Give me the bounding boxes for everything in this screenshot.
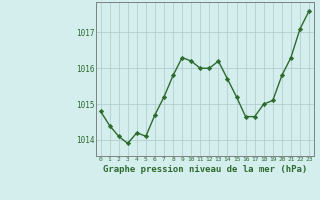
X-axis label: Graphe pression niveau de la mer (hPa): Graphe pression niveau de la mer (hPa) — [103, 165, 307, 174]
